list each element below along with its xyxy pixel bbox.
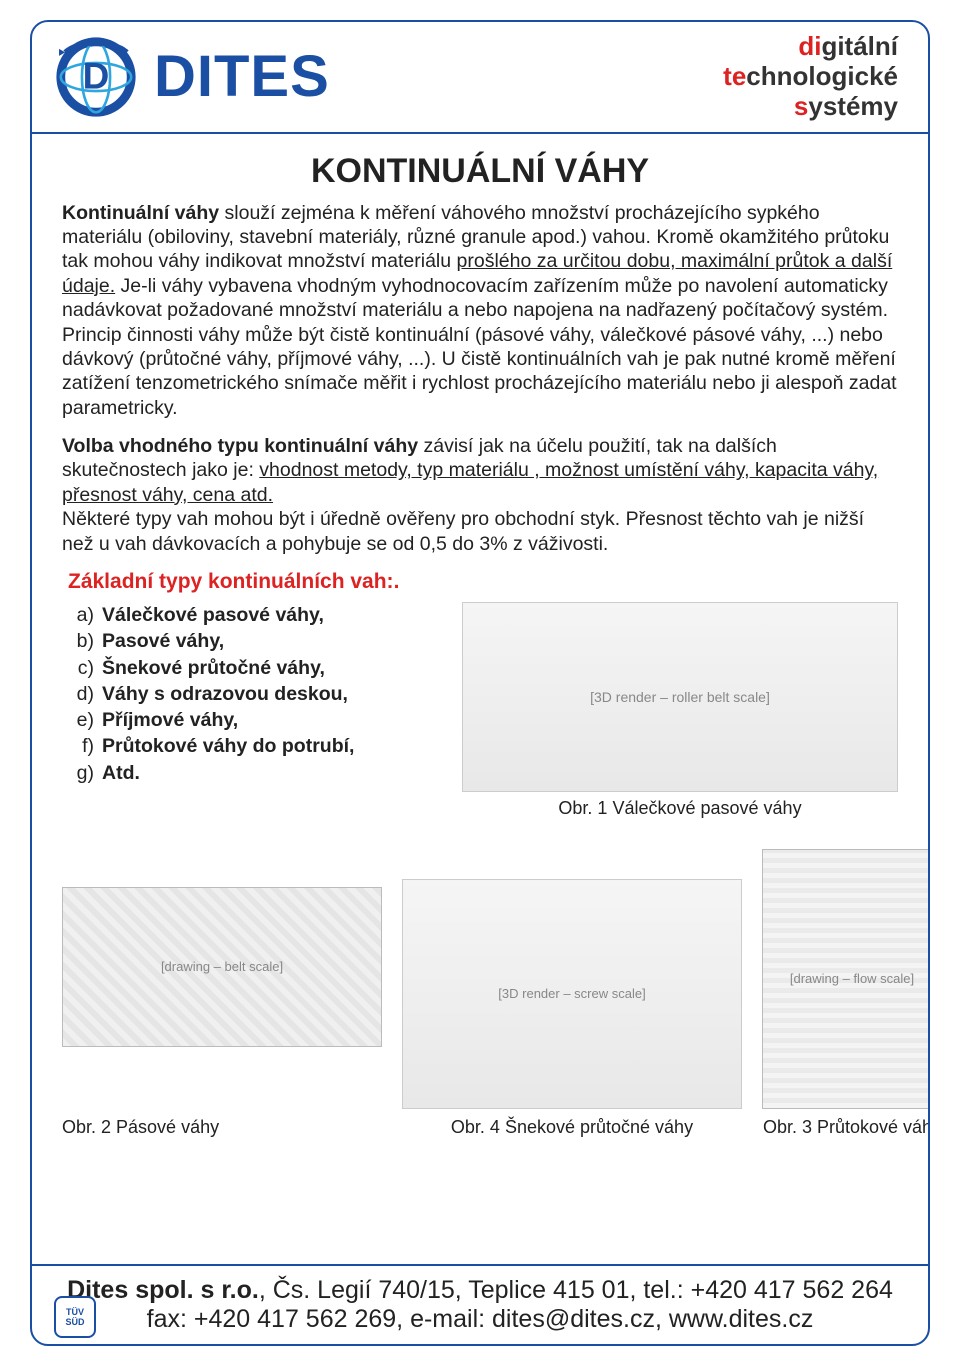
brand-name: DITES xyxy=(154,43,330,110)
svg-text:D: D xyxy=(83,55,110,96)
paragraph-1: Kontinuální váhy slouží zejména k měření… xyxy=(62,201,898,420)
type-name: Pasové váhy, xyxy=(102,628,224,654)
tagline: digitální technologické systémy xyxy=(723,32,898,122)
company-logo-icon: D xyxy=(52,33,140,121)
content: KONTINUÁLNÍ VÁHY Kontinuální váhy slouží… xyxy=(32,134,928,1138)
type-name: Šnekové průtočné váhy, xyxy=(102,655,325,681)
para1-lead: Kontinuální váhy xyxy=(62,202,219,224)
type-item: d) Váhy s odrazovou deskou, xyxy=(68,681,442,707)
figure-1-caption: Obr. 1 Válečkové pasové váhy xyxy=(462,798,898,819)
footer-line-1: Dites spol. s r.o., Čs. Legií 740/15, Te… xyxy=(52,1276,908,1305)
type-item: g) Atd. xyxy=(68,760,442,786)
type-item: b) Pasové váhy, xyxy=(68,628,442,654)
type-lbl: e) xyxy=(68,707,94,733)
cert-badge-icon: TÜV SÜD xyxy=(54,1296,96,1338)
subhead-dot: . xyxy=(394,570,400,593)
figure-2-image: [drawing – belt scale] xyxy=(62,887,382,1047)
para2-b: Některé typy vah mohou být i úředně ověř… xyxy=(62,508,864,554)
logo-block: D DITES xyxy=(52,33,330,121)
footer-company: Dites spol. s r.o. xyxy=(67,1276,259,1304)
tagline-rest-2: chnologické xyxy=(746,61,898,91)
type-name: Průtokové váhy do potrubí, xyxy=(102,733,354,759)
page-frame: D DITES digitální technologické systémy … xyxy=(30,20,930,1346)
type-lbl: g) xyxy=(68,760,94,786)
type-name: Atd. xyxy=(102,760,140,786)
footer: TÜV SÜD Dites spol. s r.o., Čs. Legií 74… xyxy=(32,1264,928,1344)
footer-address: , Čs. Legií 740/15, Teplice 415 01, tel.… xyxy=(259,1276,893,1304)
figure-4: [3D render – screw scale] Obr. 4 Šnekové… xyxy=(402,879,742,1138)
para1-b: Je-li váhy vybavena vhodným vyhodnocovac… xyxy=(62,275,897,419)
figure-1-image: [3D render – roller belt scale] xyxy=(462,602,898,792)
tagline-rest-1: gitální xyxy=(821,31,898,61)
figure-3-image: [drawing – flow scale] xyxy=(762,849,930,1109)
tagline-hl-2: te xyxy=(723,61,746,91)
header: D DITES digitální technologické systémy xyxy=(32,22,928,134)
type-item: a) Válečkové pasové váhy, xyxy=(68,602,442,628)
type-lbl: b) xyxy=(68,628,94,654)
types-subhead: Základní typy kontinuálních vah:. xyxy=(68,570,898,594)
subhead-text: Základní typy kontinuálních vah: xyxy=(68,570,394,593)
paragraph-2: Volba vhodného typu kontinuální váhy záv… xyxy=(62,434,898,556)
type-lbl: c) xyxy=(68,655,94,681)
figure-4-image: [3D render – screw scale] xyxy=(402,879,742,1109)
tagline-hl-3: s xyxy=(794,91,808,121)
lower-figures: [drawing – belt scale] Obr. 2 Pásové váh… xyxy=(62,849,898,1138)
type-item: f) Průtokové váhy do potrubí, xyxy=(68,733,442,759)
figure-2: [drawing – belt scale] Obr. 2 Pásové váh… xyxy=(62,887,382,1138)
figure-3: [drawing – flow scale] Obr. 3 Průtokové … xyxy=(762,849,930,1138)
figure-1: [3D render – roller belt scale] Obr. 1 V… xyxy=(462,602,898,819)
type-item: c) Šnekové průtočné váhy, xyxy=(68,655,442,681)
tagline-rest-3: ystémy xyxy=(808,91,898,121)
types-row: a)Válečkové pasové váhy, b)Pasové váhy, … xyxy=(62,602,898,819)
tagline-hl-1: di xyxy=(798,31,821,61)
figure-4-caption: Obr. 4 Šnekové průtočné váhy xyxy=(451,1117,693,1138)
type-name: Válečkové pasové váhy, xyxy=(102,602,324,628)
figure-3-caption: Obr. 3 Průtokové váhy xyxy=(763,1117,930,1138)
figure-2-caption: Obr. 2 Pásové váhy xyxy=(62,1117,219,1138)
type-lbl: a) xyxy=(68,602,94,628)
type-lbl: d) xyxy=(68,681,94,707)
types-list: a)Válečkové pasové váhy, b)Pasové váhy, … xyxy=(62,602,442,786)
type-item: e) Příjmové váhy, xyxy=(68,707,442,733)
type-name: Příjmové váhy, xyxy=(102,707,238,733)
footer-line-2: fax: +420 417 562 269, e-mail: dites@dit… xyxy=(52,1305,908,1334)
para2-lead: Volba vhodného typu kontinuální váhy xyxy=(62,435,418,457)
type-name: Váhy s odrazovou deskou, xyxy=(102,681,348,707)
type-lbl: f) xyxy=(68,733,94,759)
page-title: KONTINUÁLNÍ VÁHY xyxy=(62,152,898,191)
